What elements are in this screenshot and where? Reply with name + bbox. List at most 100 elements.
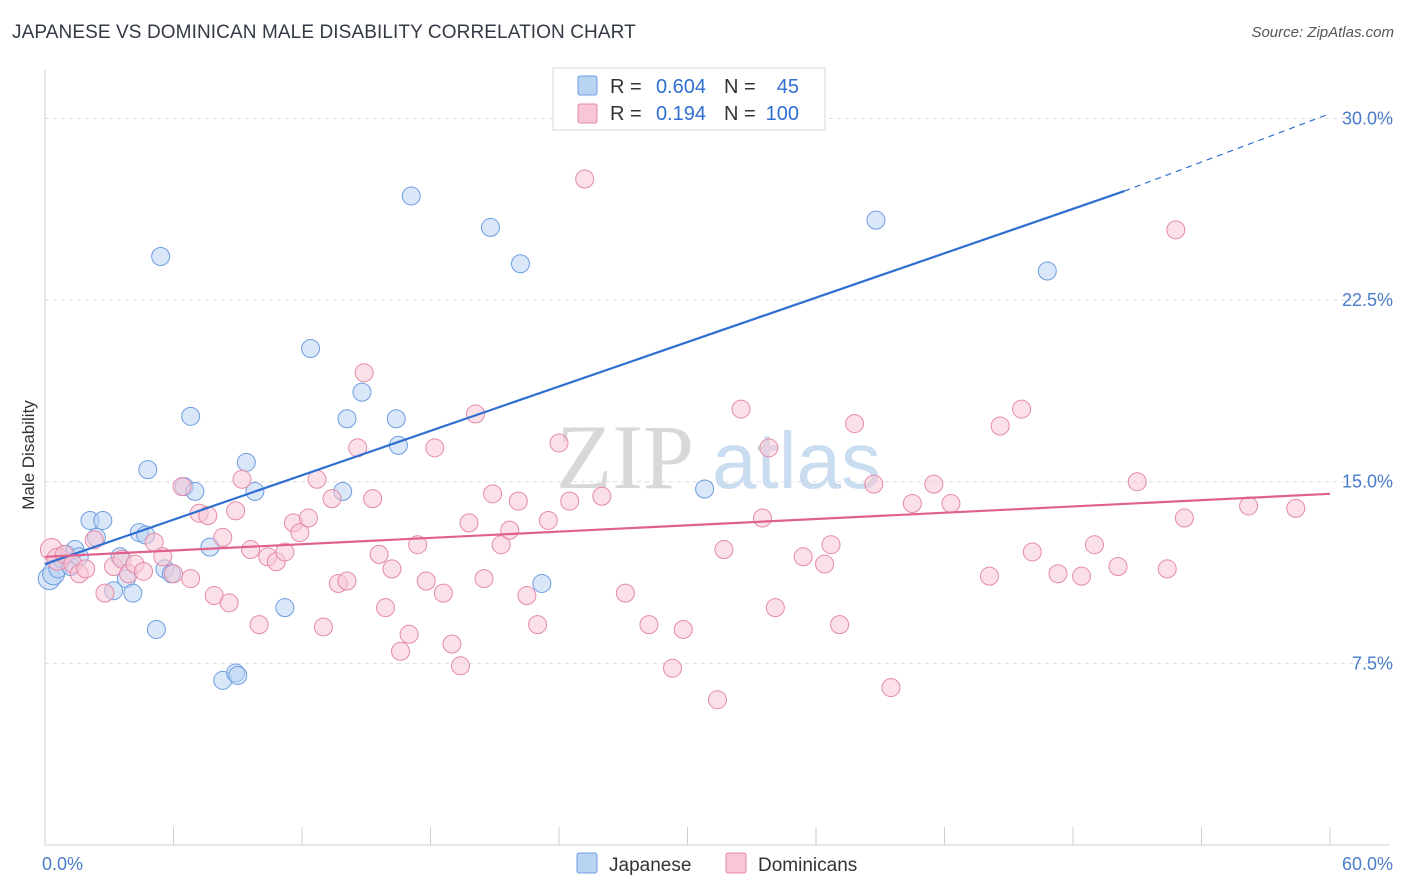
dominicans-point-37 <box>337 571 357 591</box>
dominicans-point-51 <box>450 656 470 676</box>
japanese-trend-extension <box>1124 113 1331 192</box>
dominicans-point-93 <box>1108 556 1128 576</box>
dominicans-point-88 <box>1012 399 1032 419</box>
japanese-point-44 <box>1037 261 1057 281</box>
dominicans-point-31 <box>290 523 310 543</box>
dominicans-point-15 <box>164 564 183 584</box>
japanese-point-19 <box>151 246 171 266</box>
dominicans-point-23 <box>226 501 246 521</box>
dominicans-point-52 <box>459 513 479 533</box>
japanese-point-18 <box>146 619 166 639</box>
dominicans-point-45 <box>399 624 419 644</box>
japanese-point-35 <box>352 382 372 402</box>
watermark: ZIP atlas <box>556 406 881 508</box>
dominicans-point-35 <box>322 489 342 509</box>
dominicans-point-98 <box>1239 496 1259 516</box>
japanese-point-43 <box>866 210 886 230</box>
dominicans-point-90 <box>1048 564 1068 584</box>
dominicans-point-53 <box>465 404 485 424</box>
y-tick-label-0: 7.5% <box>1352 653 1393 673</box>
chart-source: Source: ZipAtlas.com <box>1251 24 1394 41</box>
japanese-point-36 <box>386 409 406 429</box>
dominicans-point-16 <box>172 477 192 497</box>
dominicans-point-24 <box>232 469 252 489</box>
x-tick-label-1: 60.0% <box>1342 854 1393 874</box>
dominicans-point-58 <box>508 491 528 511</box>
japanese-point-39 <box>480 217 500 237</box>
dominicans-point-41 <box>369 544 389 564</box>
dominicans-point-40 <box>363 489 383 509</box>
dominicans-point-78 <box>821 535 841 555</box>
dominicans-point-84 <box>924 474 944 494</box>
dominicans-point-34 <box>313 617 333 637</box>
legend-box: R = 0.604 N = 45 R = 0.194 N = 100 <box>552 67 826 131</box>
dominicans-point-29 <box>275 542 295 562</box>
dominicans-point-60 <box>528 615 548 635</box>
dominicans-point-19 <box>198 506 218 526</box>
dominicans-point-48 <box>425 438 445 458</box>
japanese-point-40 <box>510 254 530 274</box>
dominicans-point-91 <box>1072 566 1092 586</box>
legend-n-label-2: N = <box>724 103 756 125</box>
dominicans-point-73 <box>752 508 772 528</box>
dominicans-point-70 <box>707 690 727 710</box>
japanese-point-31 <box>275 598 295 618</box>
dominicans-point-56 <box>491 535 511 555</box>
dominicans-point-44 <box>391 641 411 661</box>
dominicans-point-42 <box>376 598 396 618</box>
dominicans-point-26 <box>249 615 269 635</box>
dominicans-point-81 <box>864 474 884 494</box>
japanese-point-10 <box>93 510 113 530</box>
japanese-point-42 <box>695 479 715 499</box>
dominicans-point-72 <box>731 399 751 419</box>
dominicans-point-75 <box>765 598 785 618</box>
dominicans-point-63 <box>560 491 580 511</box>
dominicans-point-82 <box>881 678 901 698</box>
gridlines <box>45 117 1390 664</box>
legend-n-value-2: 100 <box>766 103 799 125</box>
legend-r-value-1: 0.604 <box>656 76 706 98</box>
data-points <box>37 169 1306 710</box>
y-tick-label-1: 15.0% <box>1342 472 1393 492</box>
legend-n-label-1: N = <box>724 76 756 98</box>
dominicans-point-95 <box>1157 559 1177 579</box>
dominicans-point-99 <box>1286 498 1306 518</box>
japanese-point-23 <box>181 406 201 426</box>
dominicans-point-87 <box>990 416 1010 436</box>
dominicans-point-12 <box>134 561 154 581</box>
dominicans-point-96 <box>1166 220 1186 240</box>
dominicans-point-22 <box>219 593 239 613</box>
dominicans-point-79 <box>830 615 850 635</box>
dominicans-point-92 <box>1084 535 1104 555</box>
japanese-point-41 <box>532 573 552 593</box>
dominicans-point-86 <box>979 566 999 586</box>
dominicans-point-74 <box>759 438 779 458</box>
legend-r-label-1: R = <box>610 76 642 98</box>
dominicans-point-32 <box>298 508 318 528</box>
bottom-legend-label-japanese: Japanese <box>609 855 691 876</box>
japanese-point-17 <box>138 460 158 480</box>
japanese-point-28 <box>228 665 248 685</box>
dominicans-trend-line <box>44 492 1331 558</box>
dominicans-point-39 <box>354 363 374 383</box>
bottom-legend: Japanese Dominicans <box>576 852 857 876</box>
dominicans-point-97 <box>1174 508 1194 528</box>
dominicans-point-80 <box>845 414 865 434</box>
y-axis-label: Male Disability <box>19 400 38 510</box>
dominicans-point-17 <box>181 569 201 589</box>
y-tick-label-3: 30.0% <box>1342 108 1393 128</box>
dominicans-point-43 <box>382 559 402 579</box>
japanese-point-14 <box>123 583 143 603</box>
dominicans-point-25 <box>241 540 261 560</box>
japanese-point-38 <box>401 186 421 206</box>
dominicans-point-67 <box>639 615 659 635</box>
dominicans-point-21 <box>213 527 233 547</box>
dominicans-point-46 <box>408 535 428 555</box>
japanese-trend-line <box>44 190 1125 566</box>
dominicans-point-71 <box>714 540 734 560</box>
japanese-point-25 <box>200 537 220 557</box>
bottom-legend-swatch-japanese <box>576 852 598 874</box>
bottom-legend-label-dominicans: Dominicans <box>758 855 857 876</box>
dominicans-point-57 <box>500 520 520 540</box>
dominicans-point-59 <box>517 586 537 606</box>
